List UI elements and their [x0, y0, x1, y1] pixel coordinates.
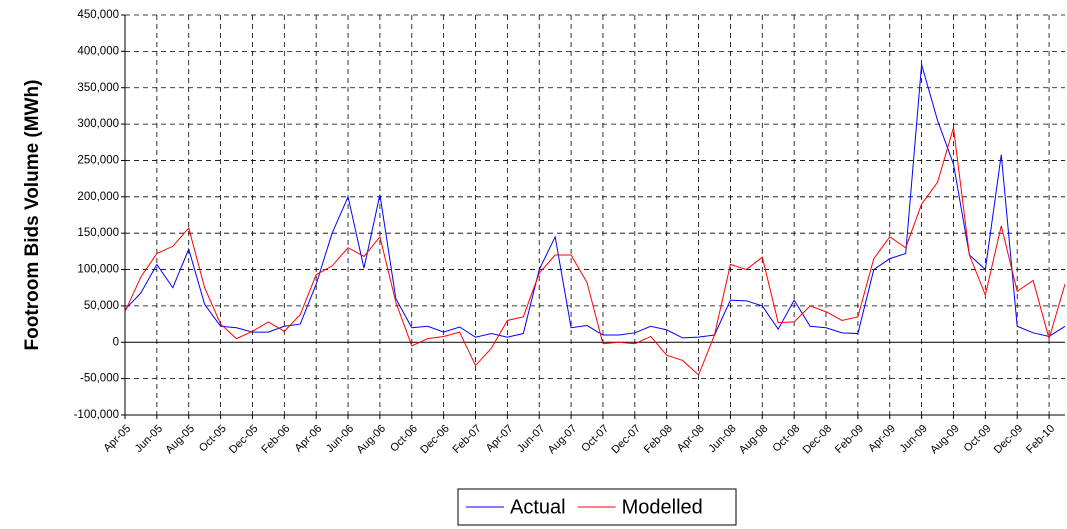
y-tick-label: 250,000	[77, 154, 119, 166]
x-tick-label: Apr-06	[293, 423, 325, 455]
x-tick-label: Feb-07	[451, 423, 484, 456]
x-tick-label: Dec-09	[992, 423, 1026, 457]
legend-label: Modelled	[622, 496, 703, 518]
series-line	[124, 64, 1066, 339]
y-tick-label: -50,000	[80, 373, 119, 385]
x-tick-label: Dec-05	[227, 423, 261, 457]
x-tick-label: Feb-09	[833, 423, 866, 456]
y-tick-label: 150,000	[77, 227, 119, 239]
x-tick-label: Jun-05	[133, 423, 165, 455]
series-line	[124, 127, 1066, 376]
legend-label: Actual	[510, 496, 566, 518]
x-tick-label: Feb-06	[259, 423, 292, 456]
x-tick-label: Oct-06	[388, 423, 420, 455]
y-tick-label: 350,000	[77, 82, 119, 94]
plot-area	[125, 15, 1065, 415]
x-tick-label: Oct-07	[579, 423, 611, 455]
x-tick-label: Jun-06	[324, 423, 356, 455]
x-tick-label: Oct-08	[770, 423, 802, 455]
x-tick-label: Oct-05	[197, 423, 229, 455]
x-tick-label: Apr-07	[484, 423, 516, 455]
x-tick-label: Dec-06	[418, 423, 452, 457]
y-tick-label: 300,000	[77, 118, 119, 130]
x-tick-label: Aug-05	[163, 423, 197, 457]
x-tick-label: Dec-07	[609, 423, 643, 457]
y-tick-label: 0	[113, 336, 119, 348]
y-tick-label: 400,000	[77, 45, 119, 57]
y-tick-label: -100,000	[74, 409, 119, 421]
x-tick-label: Apr-09	[866, 423, 898, 455]
x-tick-label: Feb-08	[642, 423, 675, 456]
x-tick-label: Aug-08	[737, 423, 771, 457]
y-tick-label: 100,000	[77, 264, 119, 276]
y-tick-label: 200,000	[77, 191, 119, 203]
legend: Actual Modelled	[457, 488, 737, 526]
x-tick-label: Oct-09	[962, 423, 994, 455]
y-tick-label: 50,000	[84, 300, 119, 312]
x-tick-label: Aug-07	[546, 423, 580, 457]
x-tick-label: Aug-06	[355, 423, 389, 457]
x-tick-label: Jun-08	[706, 423, 738, 455]
x-tick-label: Apr-08	[675, 423, 707, 455]
x-tick-label: Feb-10	[1024, 423, 1057, 456]
x-tick-label: Jun-07	[515, 423, 547, 455]
x-tick-label: Aug-09	[928, 423, 962, 457]
y-axis-title: Footroom Bids Volume (MWh)	[22, 80, 43, 351]
x-tick-label: Dec-08	[801, 423, 835, 457]
y-tick-label: 450,000	[77, 9, 119, 21]
x-tick-label: Jun-09	[898, 423, 930, 455]
x-tick-label: Apr-05	[101, 423, 133, 455]
